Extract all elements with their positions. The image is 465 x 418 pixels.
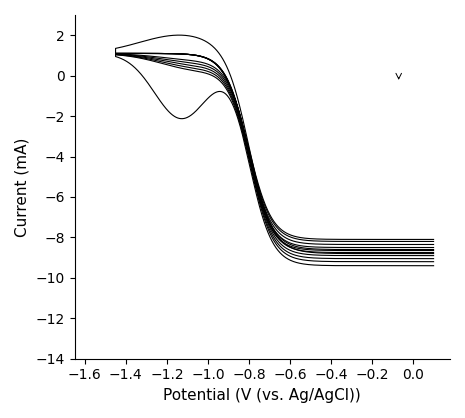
Y-axis label: Current (mA): Current (mA): [15, 137, 30, 237]
X-axis label: Potential (V (vs. Ag/AgCl)): Potential (V (vs. Ag/AgCl)): [163, 388, 361, 403]
